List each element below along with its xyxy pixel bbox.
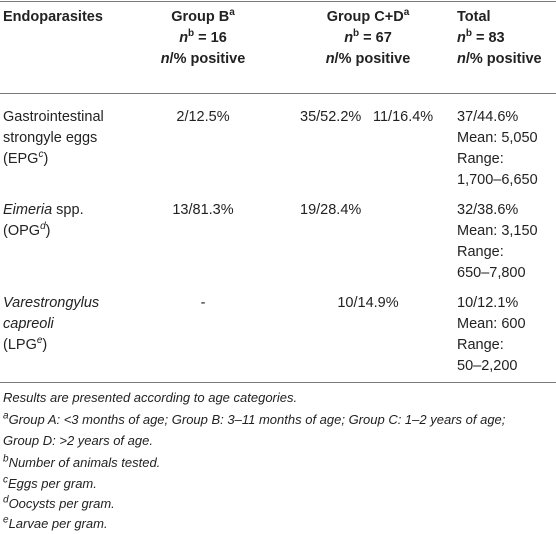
group-cd-pos-n: n (325, 51, 335, 67)
row2-name-italic: Eimeria (3, 202, 53, 218)
group-cd-n-value: = 67 (359, 30, 392, 46)
total-title: Total (457, 9, 491, 25)
row1-name-line1: Gastrointestinal (3, 109, 104, 125)
group-b-n-value: = 16 (194, 30, 227, 46)
footnote-c: cEggs per gram. (3, 473, 97, 494)
header-rule (0, 93, 556, 94)
footnote-e-text: Larvae per gram. (8, 516, 108, 531)
row1-unit-close: ) (43, 151, 49, 167)
row3-range-value: 50–2,200 (457, 358, 518, 374)
row2-group-c: 19/28.4% (300, 202, 362, 218)
header-total: Total nb = 83 n/% positive (457, 7, 542, 70)
row1-name-line2: strongyle eggs (3, 130, 98, 146)
footnote-a: aGroup A: <3 months of age; Group B: 3–1… (3, 409, 505, 430)
footnote-c-sup: c (3, 474, 8, 486)
header-group-b: Group Ba nb = 16 n/% positive (130, 7, 276, 70)
row1-group-b: 2/12.5% (176, 109, 230, 125)
footnote-a-line1: Group A: <3 months of age; Group B: 3–11… (8, 412, 506, 427)
table-bottom-rule (0, 382, 556, 383)
total-n: n (457, 30, 466, 46)
row3-name-line1: Varestrongylus (3, 295, 100, 311)
group-cd-n: n (344, 30, 354, 46)
row2-name-rest: spp. (52, 202, 84, 218)
row1-group-d: 11/16.4% (373, 109, 434, 125)
row3-group-b: - (200, 295, 206, 311)
top-rule (0, 1, 556, 2)
total-pos-label: /% positive (465, 51, 542, 67)
row2-mean: Mean: 3,150 (457, 223, 538, 239)
row2-unit-close: ) (45, 223, 51, 239)
row1-range-label: Range: (457, 151, 504, 167)
row2-unit-sup: d (40, 221, 46, 233)
row2-range-value: 650–7,800 (457, 265, 526, 281)
header-endoparasites: Endoparasites (3, 9, 103, 25)
footnote-e-sup: e (3, 514, 9, 526)
row3-unit-close: ) (42, 337, 48, 353)
footnote-a-cont: Group D: >2 years of age. (3, 433, 153, 448)
row3-unit-sup: e (36, 335, 43, 347)
header-group-cd: Group C+Da nb = 67 n/% positive (286, 7, 450, 70)
group-cd-title: Group C+D (326, 9, 404, 25)
row1-group-c: 35/52.2% (300, 109, 362, 125)
group-b-n-sup: b (188, 28, 195, 40)
row2-total: 32/38.6% Mean: 3,150 Range: 650–7,800 (457, 200, 538, 284)
group-cd-n-sup: b (353, 28, 360, 40)
footnote-b: bNumber of animals tested. (3, 452, 160, 473)
footnote-note: Results are presented according to age c… (3, 390, 298, 405)
row1-mean: Mean: 5,050 (457, 130, 538, 146)
row3-mean: Mean: 600 (457, 316, 526, 332)
row-varestrongylus-name: Varestrongylus capreoli (LPGe) (3, 293, 99, 356)
row2-group-b: 13/81.3% (172, 202, 234, 218)
total-n-value: = 83 (471, 30, 505, 46)
footnote-b-text: Number of animals tested. (8, 455, 161, 470)
group-b-n: n (179, 30, 189, 46)
group-cd-sup: a (403, 7, 410, 19)
footnote-b-sup: b (3, 453, 9, 465)
row-eimeria-name: Eimeria spp. (OPGd) (3, 200, 84, 242)
footnote-e: eLarvae per gram. (3, 513, 108, 534)
group-b-title: Group B (171, 9, 230, 25)
row1-unit-sup: c (38, 149, 44, 161)
footnote-c-text: Eggs per gram. (8, 476, 97, 491)
row2-unit: (OPG (3, 223, 41, 239)
row1-total: 37/44.6% Mean: 5,050 Range: 1,700–6,650 (457, 107, 538, 191)
row3-range-label: Range: (457, 337, 504, 353)
row1-range-value: 1,700–6,650 (457, 172, 538, 188)
row1-total-value: 37/44.6% (457, 109, 519, 125)
group-b-pos-label: /% positive (169, 51, 246, 67)
group-b-sup: a (229, 7, 235, 19)
total-pos-n: n (457, 51, 466, 67)
total-n-sup: b (465, 28, 472, 40)
row3-total: 10/12.1% Mean: 600 Range: 50–2,200 (457, 293, 526, 377)
row2-range-label: Range: (457, 244, 504, 260)
group-b-pos-n: n (160, 51, 170, 67)
row3-total-value: 10/12.1% (457, 295, 519, 311)
footnote-a-sup: a (3, 410, 9, 422)
footnote-d-text: Oocysts per gram. (8, 496, 115, 511)
row3-name-line2: capreoli (3, 316, 54, 332)
row3-unit: (LPG (3, 337, 37, 353)
group-cd-pos-label: /% positive (334, 51, 411, 67)
row-gastrointestinal-name: Gastrointestinal strongyle eggs (EPGc) (3, 107, 104, 170)
row2-total-value: 32/38.6% (457, 202, 519, 218)
footnote-d: dOocysts per gram. (3, 493, 115, 514)
row1-unit: (EPG (3, 151, 39, 167)
footnote-d-sup: d (3, 494, 9, 506)
row3-group-cd: 10/14.9% (337, 295, 399, 311)
